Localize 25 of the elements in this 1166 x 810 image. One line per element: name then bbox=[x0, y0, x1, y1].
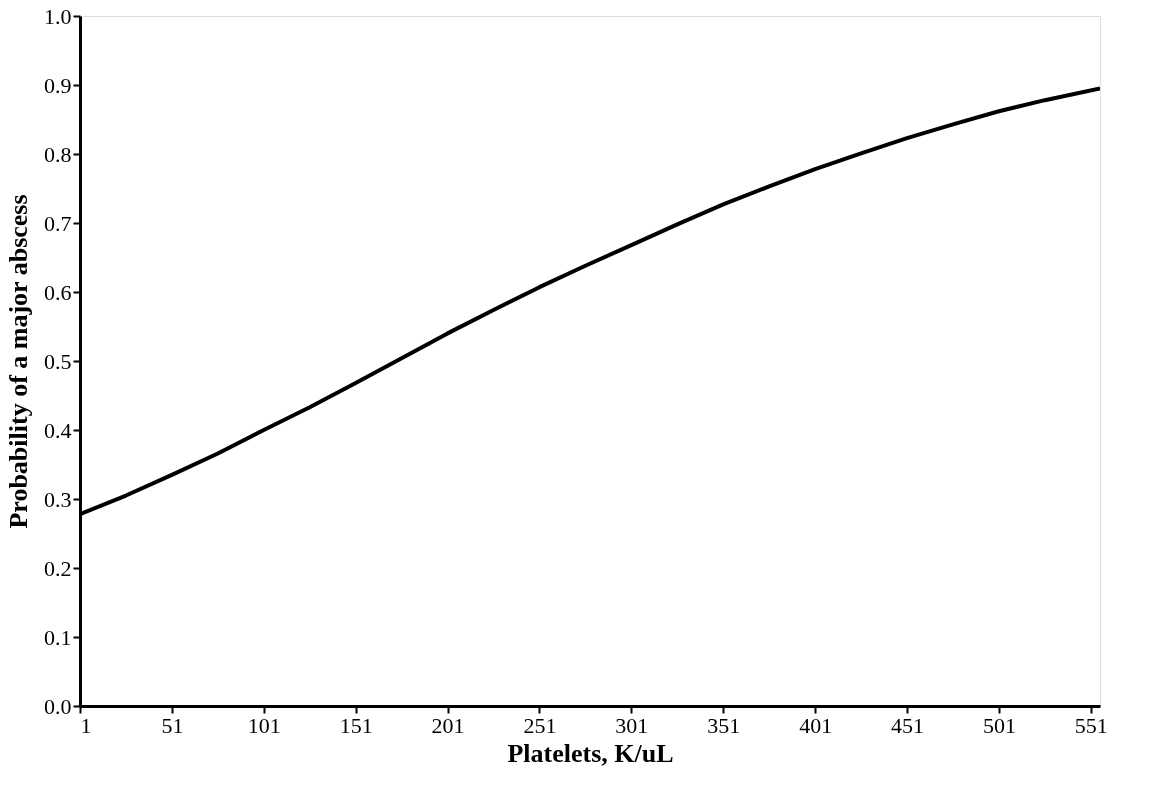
x-tick-label: 251 bbox=[523, 712, 557, 738]
y-axis-title: Probability of a major abscess bbox=[4, 194, 33, 529]
x-tick-label: 1 bbox=[80, 712, 92, 738]
x-tick-label: 51 bbox=[161, 712, 184, 738]
y-tick-label: 0.5 bbox=[44, 348, 72, 374]
y-tick-label: 0.3 bbox=[44, 486, 72, 512]
y-tick-label: 0.1 bbox=[44, 624, 72, 650]
y-tick-label: 0.0 bbox=[44, 693, 72, 719]
y-tick-label: 0.2 bbox=[44, 555, 72, 581]
y-tick-label: 0.8 bbox=[44, 141, 72, 167]
x-tick-label: 301 bbox=[615, 712, 649, 738]
x-tick-label: 151 bbox=[339, 712, 373, 738]
x-tick-label: 101 bbox=[247, 712, 281, 738]
x-axis-title: Platelets, K/uL bbox=[507, 738, 674, 768]
y-tick-label: 0.7 bbox=[44, 210, 72, 236]
x-tick-label: 401 bbox=[799, 712, 833, 738]
y-tick-label: 0.9 bbox=[44, 72, 72, 98]
x-tick-label: 451 bbox=[891, 712, 925, 738]
y-tick-label: 0.4 bbox=[44, 417, 72, 443]
y-tick-label: 0.6 bbox=[44, 279, 72, 305]
x-tick-label: 201 bbox=[431, 712, 465, 738]
y-tick-label: 1.0 bbox=[44, 3, 72, 29]
x-tick-label: 501 bbox=[982, 712, 1016, 738]
x-tick-label: 551 bbox=[1074, 712, 1108, 738]
x-tick-label: 351 bbox=[707, 712, 741, 738]
